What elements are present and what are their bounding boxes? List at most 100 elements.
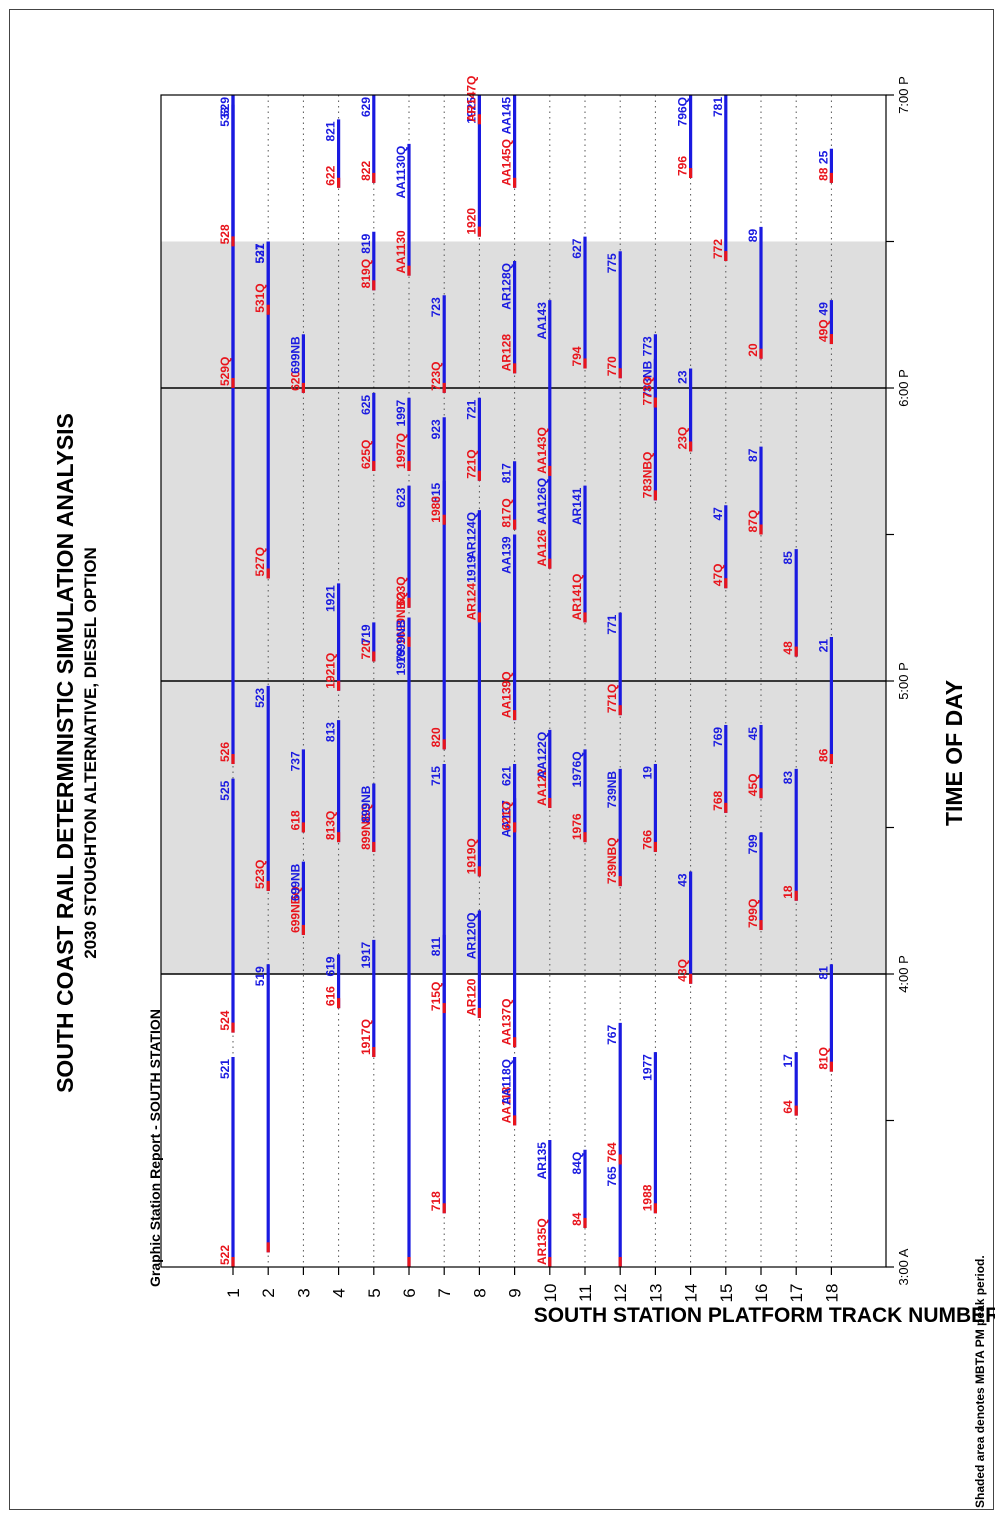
departure-train-label-40: 621 xyxy=(500,766,514,786)
departure-train-label-77: 49 xyxy=(816,302,830,316)
departure-train-label-46: AA122Q xyxy=(535,732,549,779)
departure-train-label-55: 739NB xyxy=(605,771,619,809)
arrival-train-label-60: 783NBQ xyxy=(640,452,654,499)
time-tick-label-2: 4:00 P xyxy=(896,955,911,993)
arrival-train-label-28: 715Q xyxy=(429,982,443,1011)
departure-train-label-52: 627 xyxy=(570,238,584,258)
arrival-train-label-58: 1988 xyxy=(640,1184,654,1211)
arrival-train-label-3: 529Q xyxy=(218,357,232,386)
arrival-train-label-15: 622 xyxy=(324,165,338,185)
departure-train-label-25: 1997 xyxy=(394,399,408,426)
chart-subtitle: 2030 STOUGHTON ALTERNATIVE, DIESEL OPTIO… xyxy=(81,547,100,959)
departure-train-label-26: AA1130Q xyxy=(394,146,408,199)
arrival-train-label-74: 48 xyxy=(781,641,795,655)
departure-train-label-5: 519 xyxy=(253,966,267,986)
departure-train-label-64: 796Q xyxy=(676,97,690,126)
departure-train-label-7: 527 xyxy=(253,243,267,263)
departure-train-label-3: 533 xyxy=(218,106,232,126)
arrival-train-label-65: 768 xyxy=(711,791,725,811)
departure-train-label-18: 719 xyxy=(359,624,373,644)
arrival-train-label-36: 1920 xyxy=(464,208,478,235)
arrival-train-label-55: 739NBQ xyxy=(605,837,619,884)
arrival-train-label-41: AA139Q xyxy=(500,671,514,718)
arrival-train-label-7: 527Q xyxy=(253,547,267,576)
track-number-label-5: 5 xyxy=(365,1288,384,1297)
arrival-train-label-77: 49Q xyxy=(816,319,830,342)
departure-train-label-49: 84Q xyxy=(570,1152,584,1175)
departure-train-label-78: 25 xyxy=(816,150,830,164)
arrival-train-label-40: 621Q xyxy=(500,801,514,830)
departure-train-label-17: 899NB xyxy=(359,785,373,823)
arrival-train-label-24: 623Q xyxy=(394,576,408,605)
departure-train-label-10: 737 xyxy=(288,751,302,771)
departure-train-label-68: 799 xyxy=(746,834,760,854)
arrival-train-label-75: 81Q xyxy=(816,1047,830,1070)
departure-train-label-33: 1919 xyxy=(464,556,478,583)
arrival-train-label-13: 813Q xyxy=(324,811,338,840)
track-number-label-13: 13 xyxy=(646,1284,665,1303)
arrival-train-label-76: 86 xyxy=(816,748,830,762)
peak-period-shade xyxy=(161,241,886,974)
departure-train-label-62: 43 xyxy=(676,873,690,887)
arrival-train-label-48: AA143Q xyxy=(535,427,549,474)
departure-train-label-0: 521 xyxy=(218,1059,232,1079)
departure-train-label-43: AR128Q xyxy=(500,263,514,310)
departure-train-label-45: AR135 xyxy=(535,1142,549,1180)
track-number-label-12: 12 xyxy=(611,1284,630,1303)
arrival-train-label-32: AR120 xyxy=(464,978,478,1016)
track-number-label-3: 3 xyxy=(294,1288,313,1297)
departure-train-label-1: 525 xyxy=(218,780,232,800)
departure-train-label-74: 85 xyxy=(781,551,795,565)
departure-train-label-65: 769 xyxy=(711,727,725,747)
arrival-train-label-39: AA137Q xyxy=(500,999,514,1046)
arrival-train-label-29: 820 xyxy=(429,727,443,747)
departure-train-label-39: AA137 xyxy=(500,800,514,838)
arrival-train-label-71: 20 xyxy=(746,343,760,357)
arrival-train-label-4: 528 xyxy=(218,224,232,244)
departure-train-label-66: 47 xyxy=(711,507,725,521)
departure-train-label-48: AA143 xyxy=(535,302,549,340)
departure-train-label-58: 1977 xyxy=(640,1054,654,1081)
arrival-train-label-6: 523Q xyxy=(253,860,267,889)
arrival-train-label-23: 1699NBQ xyxy=(394,591,408,644)
departure-train-label-61: 773 xyxy=(640,336,654,356)
arrival-train-label-31: 723Q xyxy=(429,362,443,391)
departure-train-label-71: 89 xyxy=(746,229,760,243)
arrival-train-label-59: 766 xyxy=(640,830,654,850)
departure-train-label-59: 19 xyxy=(640,766,654,780)
arrival-train-label-46: AA122 xyxy=(535,768,549,806)
departure-train-label-22: 1979 xyxy=(394,648,408,675)
track-number-label-7: 7 xyxy=(435,1288,454,1297)
track-number-label-6: 6 xyxy=(400,1288,419,1297)
departure-train-label-14: 1921 xyxy=(324,585,338,612)
departure-train-label-11: 699NB xyxy=(288,336,302,374)
arrival-train-label-45: AR135Q xyxy=(535,1218,549,1265)
departure-train-label-44: AA145 xyxy=(500,97,514,135)
track-number-label-17: 17 xyxy=(787,1284,806,1303)
departure-train-label-42: 817 xyxy=(500,463,514,483)
departure-train-label-32: AR120Q xyxy=(464,913,478,960)
arrival-train-label-57: 770 xyxy=(605,356,619,376)
arrival-train-label-68: 799Q xyxy=(746,899,760,928)
departure-train-label-29: 815 xyxy=(429,482,443,502)
track-number-label-8: 8 xyxy=(470,1288,489,1297)
arrival-train-label-37: AR147Q xyxy=(464,76,478,123)
arrival-train-label-69: 45Q xyxy=(746,774,760,797)
arrival-train-label-78: 88 xyxy=(816,167,830,181)
departure-train-label-70: 87 xyxy=(746,448,760,462)
track-number-label-16: 16 xyxy=(752,1284,771,1303)
x-axis-label: TIME OF DAY xyxy=(941,680,967,826)
arrival-train-label-51: AR141Q xyxy=(570,574,584,621)
chart-title: SOUTH COAST RAIL DETERMINISTIC SIMULATIO… xyxy=(52,413,78,1093)
arrival-train-label-66: 47Q xyxy=(711,564,725,587)
departure-train-label-53: 765 xyxy=(605,1166,619,1186)
footnote: Shaded area denotes MBTA PM peak period. xyxy=(973,1255,987,1508)
time-tick-label-6: 6:00 P xyxy=(896,369,911,407)
plot-border xyxy=(160,94,887,1268)
track-number-label-18: 18 xyxy=(822,1284,841,1303)
departure-train-label-57: 775 xyxy=(605,253,619,273)
departure-train-label-6: 523 xyxy=(253,688,267,708)
departure-train-label-16: 1917 xyxy=(359,941,373,968)
departure-train-label-19: 625 xyxy=(359,395,373,415)
departure-train-label-38: AA118Q xyxy=(500,1059,514,1105)
